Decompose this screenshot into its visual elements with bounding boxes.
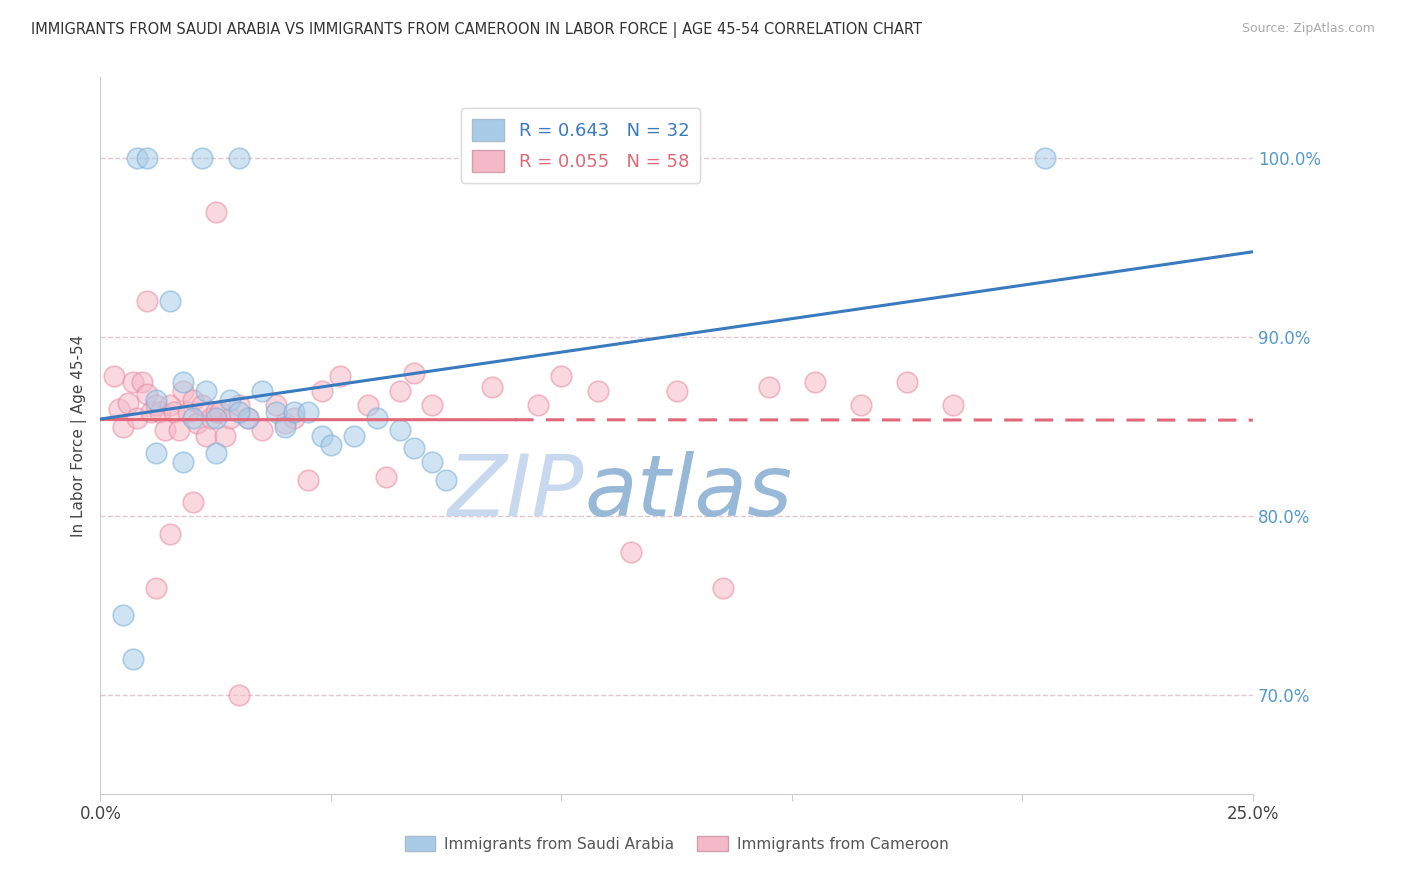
- Point: [264, 398, 287, 412]
- Text: ZIP: ZIP: [449, 451, 585, 534]
- Point: [127, 410, 149, 425]
- Point: [135, 151, 157, 165]
- Point: [204, 405, 226, 419]
- Point: [250, 423, 273, 437]
- Point: [758, 380, 780, 394]
- Point: [127, 151, 149, 165]
- Point: [434, 473, 457, 487]
- Point: [149, 405, 172, 419]
- Point: [172, 384, 194, 398]
- Point: [283, 405, 305, 419]
- Point: [942, 398, 965, 412]
- Point: [250, 384, 273, 398]
- Point: [527, 398, 550, 412]
- Point: [172, 455, 194, 469]
- Point: [236, 410, 259, 425]
- Point: [420, 398, 443, 412]
- Point: [103, 369, 125, 384]
- Point: [402, 366, 425, 380]
- Point: [181, 495, 204, 509]
- Point: [112, 419, 135, 434]
- Point: [139, 405, 162, 419]
- Point: [195, 384, 218, 398]
- Point: [108, 401, 131, 416]
- Point: [481, 380, 503, 394]
- Point: [402, 441, 425, 455]
- Point: [274, 419, 297, 434]
- Point: [191, 151, 214, 165]
- Point: [159, 527, 181, 541]
- Point: [145, 581, 167, 595]
- Legend: R = 0.643   N = 32, R = 0.055   N = 58: R = 0.643 N = 32, R = 0.055 N = 58: [461, 108, 700, 183]
- Point: [172, 375, 194, 389]
- Point: [319, 437, 342, 451]
- Point: [228, 151, 250, 165]
- Point: [177, 405, 200, 419]
- Point: [311, 384, 333, 398]
- Point: [804, 375, 827, 389]
- Point: [297, 405, 319, 419]
- Point: [204, 204, 226, 219]
- Point: [329, 369, 352, 384]
- Point: [228, 405, 250, 419]
- Point: [218, 410, 240, 425]
- Point: [218, 392, 240, 407]
- Point: [195, 428, 218, 442]
- Point: [121, 652, 143, 666]
- Point: [849, 398, 872, 412]
- Point: [389, 423, 412, 437]
- Point: [228, 688, 250, 702]
- Point: [389, 384, 412, 398]
- Text: Source: ZipAtlas.com: Source: ZipAtlas.com: [1241, 22, 1375, 36]
- Point: [375, 469, 398, 483]
- Point: [619, 545, 641, 559]
- Point: [145, 446, 167, 460]
- Point: [117, 396, 139, 410]
- Point: [145, 392, 167, 407]
- Point: [343, 428, 366, 442]
- Point: [112, 607, 135, 622]
- Point: [550, 369, 572, 384]
- Point: [163, 405, 186, 419]
- Point: [588, 384, 610, 398]
- Point: [1035, 151, 1057, 165]
- Point: [181, 410, 204, 425]
- Point: [283, 410, 305, 425]
- Point: [297, 473, 319, 487]
- Point: [214, 428, 236, 442]
- Point: [204, 410, 226, 425]
- Point: [191, 398, 214, 412]
- Y-axis label: In Labor Force | Age 45-54: In Labor Force | Age 45-54: [72, 334, 87, 537]
- Point: [357, 398, 380, 412]
- Point: [200, 410, 222, 425]
- Point: [209, 405, 232, 419]
- Text: atlas: atlas: [585, 451, 793, 534]
- Point: [145, 398, 167, 412]
- Point: [274, 416, 297, 430]
- Point: [420, 455, 443, 469]
- Point: [159, 398, 181, 412]
- Point: [153, 423, 176, 437]
- Point: [711, 581, 734, 595]
- Point: [135, 294, 157, 309]
- Point: [186, 416, 208, 430]
- Text: IMMIGRANTS FROM SAUDI ARABIA VS IMMIGRANTS FROM CAMEROON IN LABOR FORCE | AGE 45: IMMIGRANTS FROM SAUDI ARABIA VS IMMIGRAN…: [31, 22, 922, 38]
- Point: [181, 392, 204, 407]
- Point: [236, 410, 259, 425]
- Point: [665, 384, 688, 398]
- Point: [228, 398, 250, 412]
- Point: [135, 387, 157, 401]
- Point: [204, 446, 226, 460]
- Point: [167, 423, 190, 437]
- Point: [896, 375, 918, 389]
- Point: [264, 405, 287, 419]
- Point: [131, 375, 153, 389]
- Point: [121, 375, 143, 389]
- Point: [366, 410, 388, 425]
- Point: [311, 428, 333, 442]
- Point: [159, 294, 181, 309]
